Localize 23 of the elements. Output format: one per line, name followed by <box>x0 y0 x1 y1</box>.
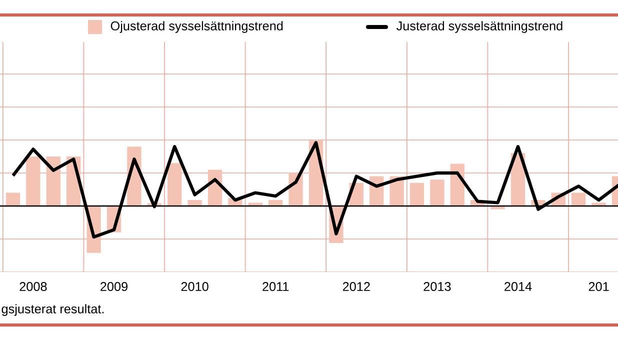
bar <box>168 163 182 206</box>
bar <box>410 182 424 206</box>
x-tick-label: 2010 <box>181 282 208 292</box>
bar <box>430 180 444 206</box>
text: gsjusterat resultat. <box>2 304 104 316</box>
bar <box>188 200 202 206</box>
x-tick-label: 2009 <box>100 282 128 292</box>
bar <box>46 156 60 206</box>
legend-label: Ojusterad sysselsättningstrend <box>110 21 283 33</box>
bar <box>248 202 262 206</box>
bar <box>268 200 283 206</box>
x-tick-label: 2011 <box>262 282 289 292</box>
legend-label: Justerad sysselsättningstrend <box>396 21 562 33</box>
x-tick-label: 2008 <box>20 282 47 292</box>
x-tick-label: 2013 <box>424 282 451 292</box>
bar <box>6 192 20 206</box>
bar <box>26 156 40 206</box>
bar <box>572 192 586 206</box>
bar <box>490 206 505 210</box>
x-tick-label: 201 <box>588 282 609 292</box>
x-tick-label: 2014 <box>504 282 532 292</box>
x-tick-label: 2012 <box>342 282 370 292</box>
bar <box>592 202 606 206</box>
